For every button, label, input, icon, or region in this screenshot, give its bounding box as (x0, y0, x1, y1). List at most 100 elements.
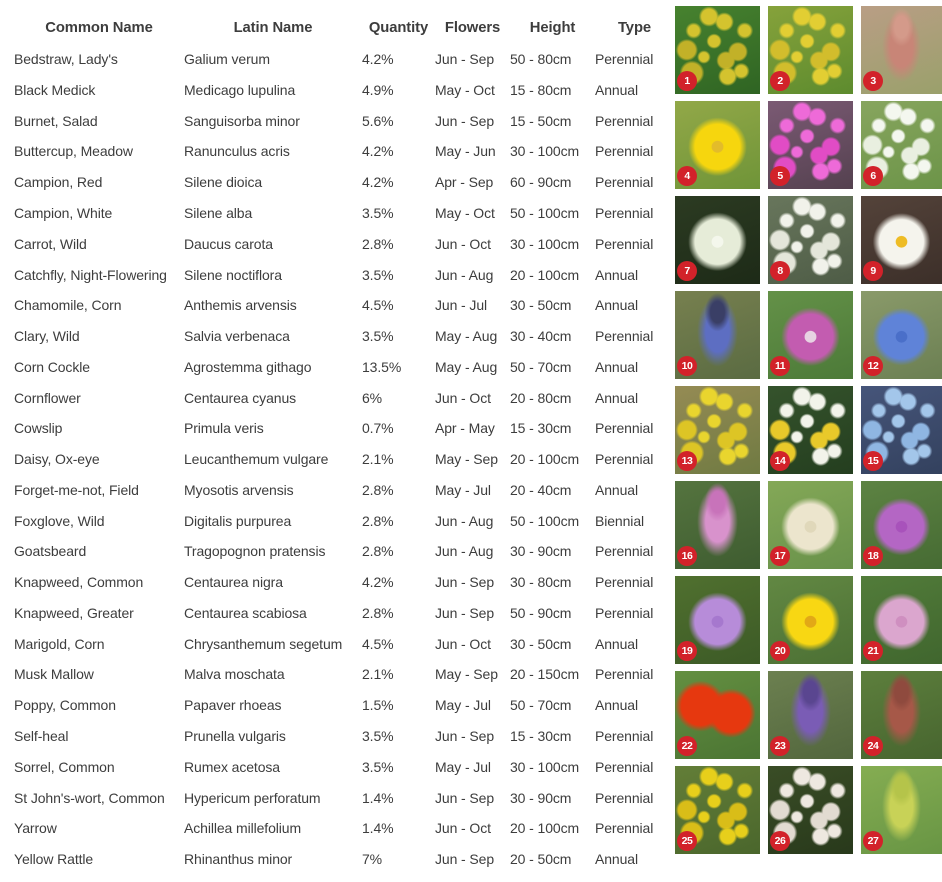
type-cell: Perennial (595, 574, 654, 591)
type-cell: Perennial (595, 112, 654, 129)
common-name-cell: Catchfly, Night-Flowering (14, 266, 167, 283)
common-name-cell: Marigold, Corn (14, 635, 105, 652)
common-name-cell: Knapweed, Common (14, 574, 144, 591)
flowers-cell: May - Aug (435, 358, 498, 375)
flower-photo-17: 17 (768, 481, 853, 569)
type-cell: Biennial (595, 512, 645, 529)
flowers-cell: Jun - Aug (435, 543, 494, 560)
height-cell: 20 - 40cm (510, 481, 572, 498)
flower-photo-7: 7 (675, 196, 760, 284)
quantity-cell: 1.5% (362, 697, 394, 714)
height-cell: 30 - 90cm (510, 543, 572, 560)
photo-number-badge: 13 (677, 451, 697, 471)
type-cell: Perennial (595, 543, 654, 560)
latin-name-cell: Chrysanthemum segetum (184, 635, 343, 652)
latin-name-cell: Daucus carota (184, 235, 273, 252)
quantity-cell: 2.8% (362, 235, 394, 252)
column-header-latin-name: Latin Name (233, 19, 313, 36)
quantity-cell: 2.1% (362, 666, 394, 683)
photo-number-badge: 20 (770, 641, 790, 661)
quantity-cell: 4.2% (362, 574, 394, 591)
type-cell: Perennial (595, 174, 654, 191)
quantity-cell: 2.8% (362, 543, 394, 560)
flower-photo-18: 18 (861, 481, 942, 569)
common-name-cell: Daisy, Ox-eye (14, 451, 100, 468)
photo-number-badge: 23 (770, 736, 790, 756)
common-name-cell: Chamomile, Corn (14, 297, 122, 314)
flowers-cell: May - Jul (435, 697, 491, 714)
quantity-cell: 3.5% (362, 328, 394, 345)
photo-number-badge: 15 (863, 451, 883, 471)
flowers-cell: Jun - Sep (435, 112, 495, 129)
table-row: Marigold, Corn Chrysanthemum segetum 4.5… (0, 628, 676, 659)
type-cell: Perennial (595, 758, 654, 775)
flower-photo-11: 11 (768, 291, 853, 379)
type-cell: Annual (595, 481, 638, 498)
height-cell: 50 - 100cm (510, 204, 580, 221)
flower-photo-24: 24 (861, 671, 942, 759)
height-cell: 30 - 100cm (510, 143, 580, 160)
latin-name-cell: Leucanthemum vulgare (184, 451, 329, 468)
latin-name-cell: Salvia verbenaca (184, 328, 290, 345)
photo-number-badge: 14 (770, 451, 790, 471)
latin-name-cell: Digitalis purpurea (184, 512, 292, 529)
common-name-cell: Corn Cockle (14, 358, 90, 375)
table-row: Burnet, Salad Sanguisorba minor 5.6% Jun… (0, 105, 676, 136)
type-cell: Perennial (595, 51, 654, 68)
type-cell: Annual (595, 358, 638, 375)
height-cell: 50 - 70cm (510, 697, 572, 714)
common-name-cell: Black Medick (14, 81, 96, 98)
flower-photo-8: 8 (768, 196, 853, 284)
flowers-cell: May - Oct (435, 81, 495, 98)
flowers-cell: Apr - May (435, 420, 495, 437)
flower-photo-5: 5 (768, 101, 853, 189)
photo-number-badge: 19 (677, 641, 697, 661)
latin-name-cell: Rhinanthus minor (184, 851, 293, 868)
flowers-cell: Jun - Jul (435, 297, 488, 314)
column-header-height: Height (529, 19, 576, 36)
photo-number-badge: 26 (770, 831, 790, 851)
quantity-cell: 4.2% (362, 143, 394, 160)
table-row: Black Medick Medicago lupulina 4.9% May … (0, 75, 676, 106)
photo-number-badge: 10 (677, 356, 697, 376)
quantity-cell: 1.4% (362, 820, 394, 837)
table-row: Knapweed, Greater Centaurea scabiosa 2.8… (0, 598, 676, 629)
flowers-cell: Jun - Oct (435, 635, 491, 652)
table-row: Knapweed, Common Centaurea nigra 4.2% Ju… (0, 567, 676, 598)
height-cell: 50 - 70cm (510, 358, 572, 375)
flower-photo-3: 3 (861, 6, 942, 94)
flowers-cell: Jun - Oct (435, 235, 491, 252)
column-header-quantity: Quantity (368, 19, 429, 36)
quantity-cell: 4.2% (362, 174, 394, 191)
photo-number-badge: 3 (863, 71, 883, 91)
type-cell: Annual (595, 389, 638, 406)
table-row: Sorrel, Common Rumex acetosa 3.5% May - … (0, 751, 676, 782)
type-cell: Annual (595, 266, 638, 283)
table-row: Forget-me-not, Field Myosotis arvensis 2… (0, 474, 676, 505)
height-cell: 20 - 100cm (510, 266, 580, 283)
quantity-cell: 2.8% (362, 512, 394, 529)
photo-number-badge: 11 (770, 356, 790, 376)
quantity-cell: 3.5% (362, 266, 394, 283)
latin-name-cell: Medicago lupulina (184, 81, 296, 98)
common-name-cell: Knapweed, Greater (14, 604, 134, 621)
photo-number-badge: 12 (863, 356, 883, 376)
quantity-cell: 5.6% (362, 112, 394, 129)
flowers-cell: Jun - Sep (435, 604, 495, 621)
photo-number-badge: 9 (863, 261, 883, 281)
height-cell: 15 - 80cm (510, 81, 572, 98)
common-name-cell: Forget-me-not, Field (14, 481, 139, 498)
flowers-cell: Jun - Oct (435, 389, 491, 406)
flower-photo-20: 20 (768, 576, 853, 664)
flowers-cell: May - Oct (435, 204, 495, 221)
flower-photo-23: 23 (768, 671, 853, 759)
column-header-flowers: Flowers (444, 19, 501, 36)
flowers-cell: May - Jul (435, 481, 491, 498)
latin-name-cell: Tragopognon pratensis (184, 543, 326, 560)
latin-name-cell: Rumex acetosa (184, 758, 280, 775)
quantity-cell: 2.8% (362, 481, 394, 498)
photo-number-badge: 22 (677, 736, 697, 756)
common-name-cell: Sorrel, Common (14, 758, 115, 775)
table-row: Musk Mallow Malva moschata 2.1% May - Se… (0, 659, 676, 690)
flower-photo-14: 14 (768, 386, 853, 474)
